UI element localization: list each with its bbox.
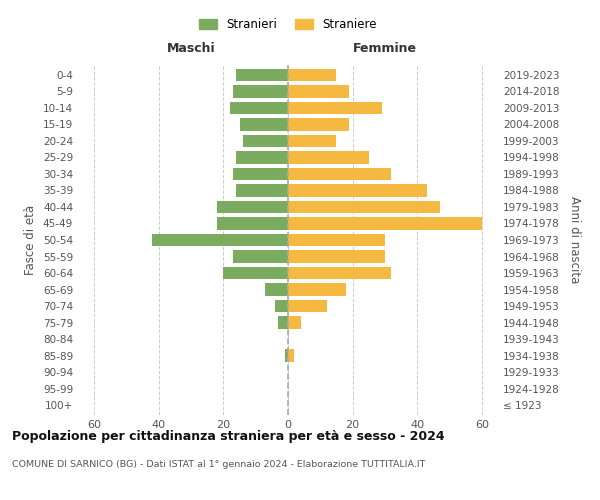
Bar <box>288 284 346 296</box>
Bar <box>152 234 288 246</box>
Bar <box>288 350 295 362</box>
Bar <box>217 201 288 213</box>
Bar <box>288 316 301 328</box>
Bar <box>265 284 288 296</box>
Bar <box>288 267 391 279</box>
Bar <box>236 184 288 196</box>
Bar <box>217 218 288 230</box>
Bar <box>288 85 349 98</box>
Bar <box>288 168 391 180</box>
Bar <box>288 68 337 81</box>
Bar <box>288 201 440 213</box>
Bar <box>233 168 288 180</box>
Bar <box>278 316 288 328</box>
Bar <box>288 118 349 130</box>
Bar <box>288 218 482 230</box>
Bar <box>236 152 288 164</box>
Bar <box>275 300 288 312</box>
Bar <box>285 350 288 362</box>
Bar <box>288 300 327 312</box>
Bar <box>223 267 288 279</box>
Bar <box>243 135 288 147</box>
Bar <box>288 184 427 196</box>
Bar <box>233 85 288 98</box>
Bar <box>288 234 385 246</box>
Bar <box>239 118 288 130</box>
Legend: Stranieri, Straniere: Stranieri, Straniere <box>194 14 382 36</box>
Y-axis label: Fasce di età: Fasce di età <box>25 205 37 275</box>
Text: Maschi: Maschi <box>167 42 215 54</box>
Bar <box>288 135 337 147</box>
Bar <box>288 102 382 114</box>
Text: Femmine: Femmine <box>353 42 417 54</box>
Bar <box>233 250 288 262</box>
Bar <box>288 152 369 164</box>
Text: COMUNE DI SARNICO (BG) - Dati ISTAT al 1° gennaio 2024 - Elaborazione TUTTITALIA: COMUNE DI SARNICO (BG) - Dati ISTAT al 1… <box>12 460 425 469</box>
Text: Popolazione per cittadinanza straniera per età e sesso - 2024: Popolazione per cittadinanza straniera p… <box>12 430 445 443</box>
Y-axis label: Anni di nascita: Anni di nascita <box>568 196 581 284</box>
Bar <box>236 68 288 81</box>
Bar <box>230 102 288 114</box>
Bar <box>288 250 385 262</box>
